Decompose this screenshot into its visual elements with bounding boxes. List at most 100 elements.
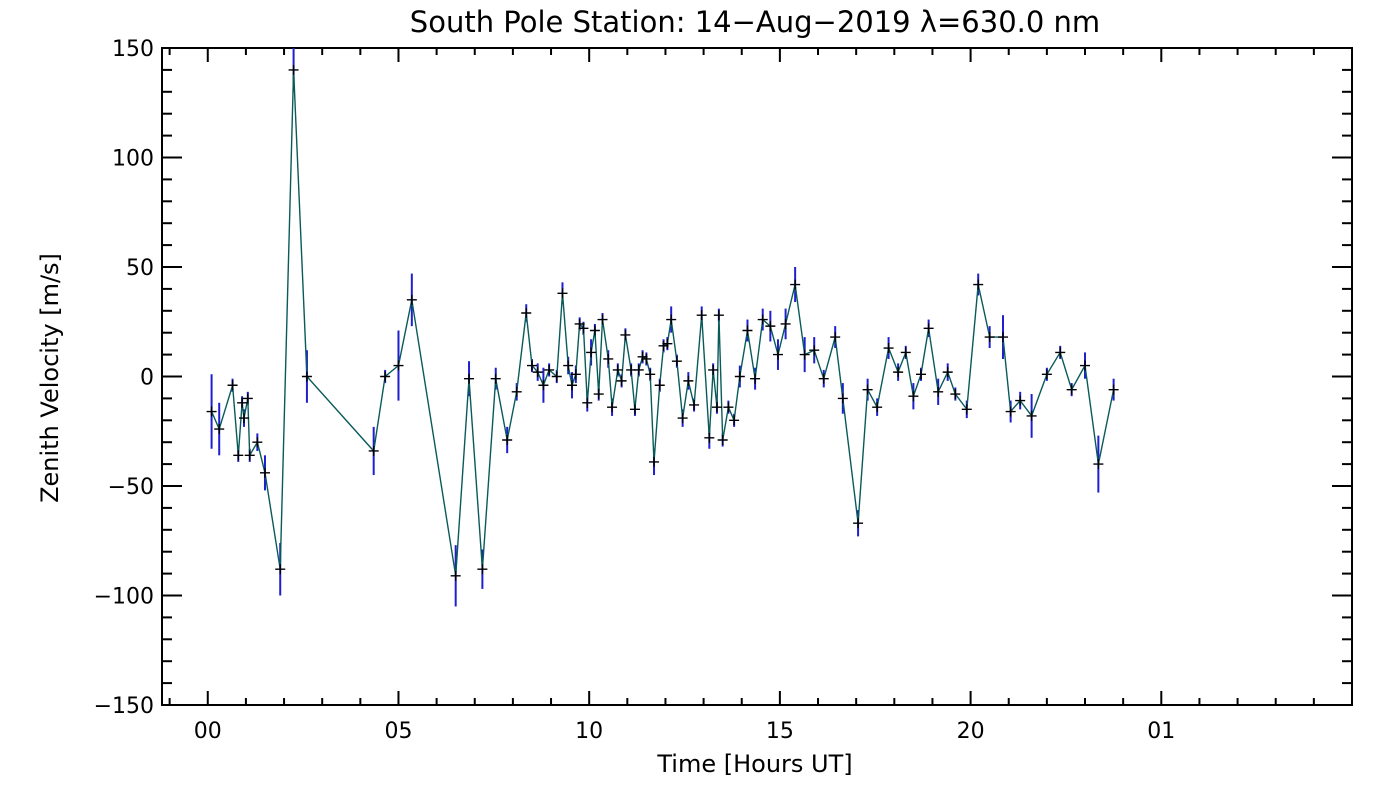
data-point [818,373,829,384]
data-point [750,373,761,384]
data-point [259,467,270,478]
data-point [671,356,682,367]
data-point [464,373,475,384]
data-point [551,371,562,382]
data-point [961,404,972,415]
chart-title: South Pole Station: 14−Aug−2019 λ=630.0 … [410,5,1100,39]
data-point [214,424,225,435]
data-point [853,518,864,529]
data-point [570,369,581,380]
y-tick-label: 150 [112,37,154,62]
data-point [641,353,652,364]
data-point [589,325,600,336]
x-tick-label: 00 [194,719,222,744]
data-point [862,384,873,395]
x-tick-label: 10 [575,719,603,744]
axis-ticks [162,47,1352,706]
series-line-group [210,69,1115,576]
data-point [645,369,656,380]
data-point [633,364,644,375]
axis-tick-labels: 00 05 10 15 20 01 −150 −100 −50 0 50 100 150 [94,37,1176,744]
data-point [696,310,707,321]
plot-frame [161,47,1353,706]
data-point [837,393,848,404]
x-axis-label: Time [Hours UT] [656,750,852,778]
x-tick-label: 20 [957,719,985,744]
data-point [649,456,660,467]
data-point [713,310,724,321]
data-point [237,397,248,408]
x-tick-label: 01 [1147,719,1175,744]
data-point [1026,410,1037,421]
y-axis-label: Zenith Velocity [m/s] [36,253,64,503]
data-point [916,369,927,380]
data-point [654,380,665,391]
x-tick-label: 15 [766,719,794,744]
data-point [490,373,501,384]
data-point [923,323,934,334]
data-point [612,364,623,375]
data-point [893,367,904,378]
data-point [511,386,522,397]
error-bars [210,48,1115,607]
data-point [582,397,593,408]
data-point [227,380,238,391]
data-point [1041,369,1052,380]
y-tick-label: −100 [94,585,154,610]
data-point [717,435,728,446]
data-point [620,329,631,340]
data-point [206,406,217,417]
data-point [666,314,677,325]
data-point [603,353,614,364]
data-point [1080,360,1091,371]
y-tick-label: −50 [108,475,154,500]
data-point [742,325,753,336]
data-point [252,437,263,448]
data-point [883,343,894,354]
data-point [790,279,801,290]
data-point [593,389,604,400]
data-point [629,404,640,415]
data-point [1108,384,1119,395]
data-point [908,391,919,402]
data-point [729,415,740,426]
data-point [1005,406,1016,417]
data-point [301,371,312,382]
data-point [532,367,543,378]
data-point [734,371,745,382]
data-point [244,450,255,461]
data-point [723,402,734,413]
y-tick-label: 50 [126,256,154,281]
data-point [1093,459,1104,470]
data-point [942,367,953,378]
data-point [757,314,768,325]
data-point [950,389,961,400]
data-point [538,380,549,391]
data-point [998,332,1009,343]
data-point [544,364,555,375]
data-point [380,371,391,382]
data-point [772,349,783,360]
data-point [242,393,253,404]
data-point [765,321,776,332]
data-point [799,349,810,360]
data-point [780,318,791,329]
data-point [406,294,417,305]
data-point [502,435,513,446]
data-point [973,279,984,290]
data-point [830,332,841,343]
data-point [563,360,574,371]
data-point [616,375,627,386]
data-point [689,399,700,410]
data-point [900,347,911,358]
data-point [872,402,883,413]
data-point [578,323,589,334]
data-point [477,564,488,575]
series-line [210,69,1115,576]
data-point [933,386,944,397]
data-point [450,570,461,581]
data-point [368,445,379,456]
x-tick-label: 05 [384,719,412,744]
data-point [521,307,532,318]
data-point [288,64,299,75]
